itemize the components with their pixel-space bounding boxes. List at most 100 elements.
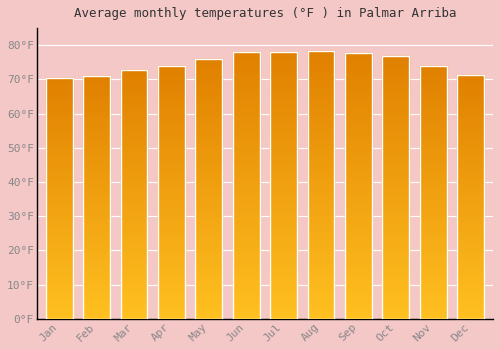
Bar: [83, 163, 110, 166]
Bar: [46, 145, 72, 148]
Bar: [457, 187, 484, 190]
Bar: [382, 258, 409, 261]
Bar: [382, 182, 409, 185]
Bar: [382, 227, 409, 230]
Bar: [420, 132, 446, 134]
Bar: [83, 197, 110, 200]
Bar: [345, 194, 372, 196]
Bar: [382, 127, 409, 130]
Bar: [270, 113, 297, 116]
Bar: [158, 251, 185, 253]
Bar: [158, 281, 185, 284]
Bar: [158, 190, 185, 192]
Bar: [308, 177, 334, 180]
Bar: [232, 268, 260, 271]
Bar: [308, 137, 334, 139]
Bar: [457, 248, 484, 251]
Bar: [232, 153, 260, 156]
Bar: [345, 151, 372, 154]
Bar: [120, 267, 148, 269]
Bar: [232, 89, 260, 92]
Bar: [158, 121, 185, 124]
Bar: [457, 241, 484, 243]
Bar: [46, 80, 72, 83]
Bar: [196, 155, 222, 158]
Bar: [232, 188, 260, 191]
Bar: [46, 278, 72, 280]
Bar: [158, 134, 185, 136]
Bar: [420, 185, 446, 187]
Bar: [308, 51, 334, 319]
Bar: [308, 131, 334, 134]
Bar: [232, 215, 260, 217]
Bar: [196, 111, 222, 113]
Bar: [420, 167, 446, 169]
Bar: [232, 271, 260, 273]
Bar: [120, 241, 148, 244]
Bar: [196, 129, 222, 132]
Bar: [120, 287, 148, 289]
Bar: [196, 147, 222, 150]
Bar: [345, 133, 372, 135]
Bar: [457, 304, 484, 307]
Bar: [457, 206, 484, 209]
Bar: [270, 92, 297, 95]
Bar: [345, 276, 372, 279]
Bar: [120, 202, 148, 204]
Bar: [120, 172, 148, 174]
Bar: [83, 292, 110, 295]
Bar: [457, 85, 484, 87]
Bar: [83, 307, 110, 309]
Bar: [382, 274, 409, 277]
Bar: [382, 56, 409, 59]
Bar: [120, 237, 148, 239]
Bar: [382, 203, 409, 206]
Bar: [457, 109, 484, 112]
Bar: [158, 109, 185, 111]
Bar: [270, 89, 297, 92]
Bar: [83, 265, 110, 268]
Bar: [120, 127, 148, 130]
Bar: [270, 247, 297, 250]
Bar: [196, 301, 222, 303]
Bar: [270, 220, 297, 223]
Bar: [120, 169, 148, 172]
Bar: [308, 166, 334, 169]
Bar: [196, 126, 222, 129]
Bar: [345, 154, 372, 156]
Bar: [83, 107, 110, 110]
Bar: [308, 182, 334, 185]
Bar: [196, 197, 222, 199]
Bar: [120, 112, 148, 115]
Bar: [158, 248, 185, 251]
Bar: [345, 298, 372, 300]
Bar: [345, 282, 372, 284]
Bar: [457, 124, 484, 126]
Bar: [196, 249, 222, 251]
Bar: [46, 290, 72, 292]
Bar: [120, 70, 148, 72]
Bar: [158, 68, 185, 71]
Bar: [308, 223, 334, 225]
Bar: [196, 311, 222, 314]
Bar: [120, 289, 148, 292]
Bar: [457, 302, 484, 304]
Bar: [345, 164, 372, 167]
Bar: [46, 264, 72, 266]
Bar: [120, 149, 148, 152]
Bar: [308, 212, 334, 215]
Bar: [345, 98, 372, 100]
Bar: [457, 280, 484, 282]
Bar: [232, 145, 260, 148]
Bar: [382, 119, 409, 122]
Bar: [120, 316, 148, 319]
Bar: [46, 126, 72, 128]
Bar: [120, 120, 148, 122]
Bar: [420, 197, 446, 200]
Bar: [158, 296, 185, 299]
Bar: [46, 227, 72, 230]
Bar: [457, 287, 484, 289]
Bar: [270, 183, 297, 186]
Bar: [308, 246, 334, 249]
Bar: [270, 55, 297, 57]
